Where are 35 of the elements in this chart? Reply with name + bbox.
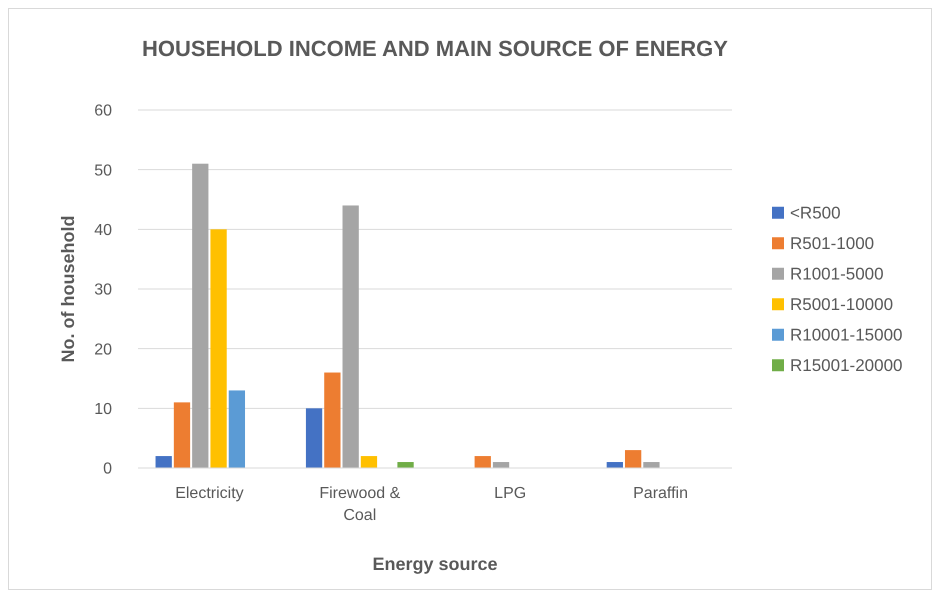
bar	[192, 164, 208, 468]
y-tick-label: 0	[103, 460, 112, 478]
bar	[606, 462, 623, 468]
bar	[174, 402, 190, 468]
bar	[156, 456, 172, 468]
bar	[643, 462, 660, 468]
bar	[342, 205, 359, 468]
x-tick-label: Paraffin	[633, 485, 688, 502]
y-tick-label: 10	[94, 400, 112, 418]
legend-label: R15001-20000	[790, 356, 902, 376]
y-tick-label: 60	[94, 102, 112, 120]
y-axis-title: No. of household	[58, 216, 78, 362]
bar	[474, 456, 491, 468]
y-tick-label: 40	[94, 222, 112, 239]
legend-label: R10001-15000	[790, 326, 902, 345]
legend-label: R5001-10000	[790, 295, 894, 314]
x-tick-label: Electricity	[175, 485, 244, 502]
y-tick-label: 50	[94, 162, 112, 180]
bar	[360, 456, 378, 468]
x-tick-label: Firewood & Coal	[319, 485, 401, 524]
bar	[624, 450, 642, 468]
bar	[210, 229, 227, 468]
bar	[397, 462, 414, 468]
legend-label: R1001-5000	[790, 264, 884, 284]
bar	[228, 390, 246, 468]
legend-label: R501-1000	[790, 234, 874, 254]
x-axis-title: Energy source	[372, 554, 498, 574]
bar	[324, 372, 341, 468]
legend-label: <R500	[790, 204, 841, 223]
bar	[306, 408, 322, 468]
y-tick-label: 30	[94, 282, 112, 299]
x-tick-label: LPG	[494, 485, 526, 502]
y-tick-label: 20	[94, 341, 112, 358]
bar	[492, 462, 510, 468]
chart-title: HOUSEHOLD INCOME AND MAIN SOURCE OF ENERGY	[142, 36, 728, 61]
